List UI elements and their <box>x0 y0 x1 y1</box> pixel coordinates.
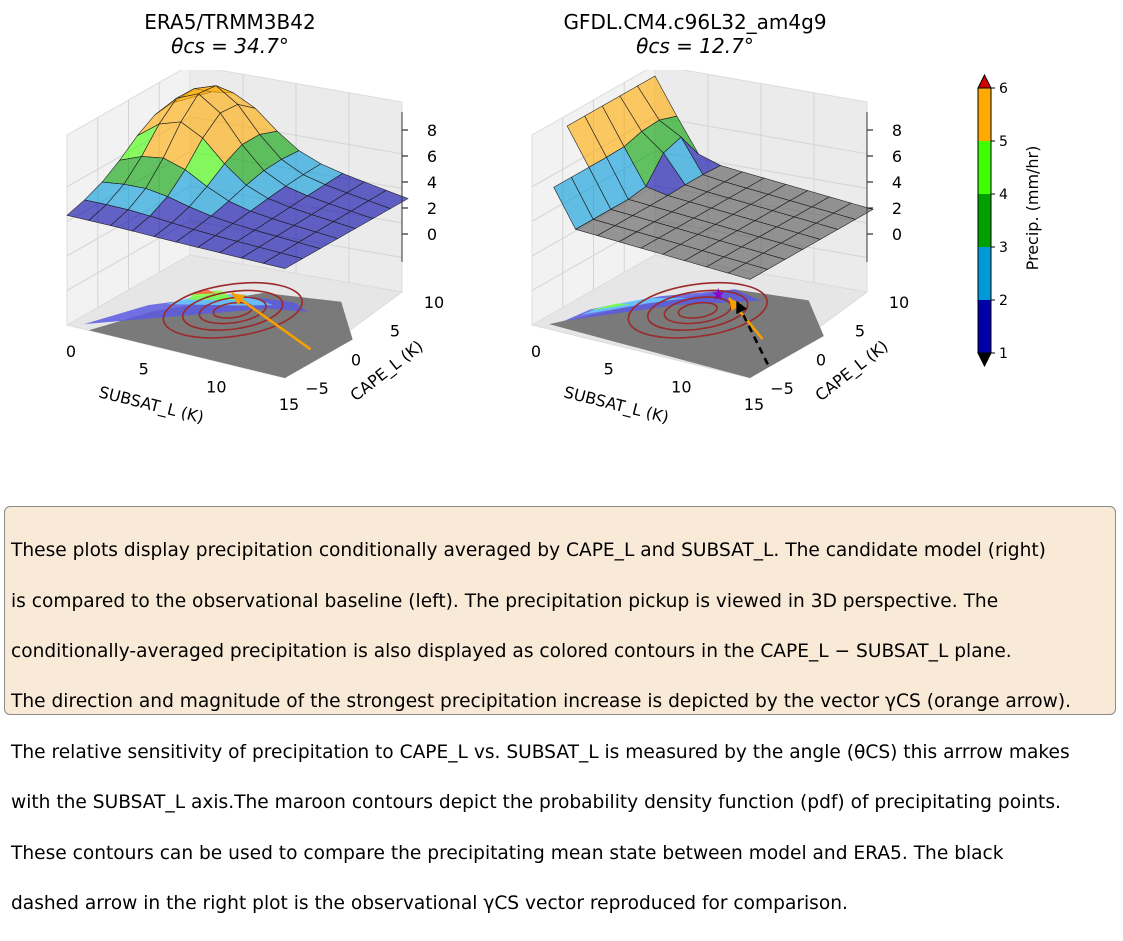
precip-colorbar: 1 2 3 4 5 6 Precip. (mm/hr) <box>977 73 1042 368</box>
y-tick-label: −5 <box>305 379 329 398</box>
surface-cell <box>727 262 769 280</box>
colorbar-segment <box>978 247 991 300</box>
y-tick-label: 5 <box>855 322 865 341</box>
z-tick-label: 6 <box>427 147 437 166</box>
caption-text: These plots display precipitation condit… <box>11 513 1115 941</box>
colorbar-segment <box>978 194 991 247</box>
z-tick-label: 8 <box>427 121 437 140</box>
x-tick-label: 10 <box>671 377 691 396</box>
colorbar-tick-label: 6 <box>999 81 1008 97</box>
z-tick-label: 0 <box>892 225 902 244</box>
x-tick-label: 15 <box>744 395 764 414</box>
colorbar-tick-label: 4 <box>999 187 1008 203</box>
right-theta-label: θcs = 12.7° <box>636 34 754 58</box>
x-tick-label: 5 <box>139 360 149 379</box>
colorbar-tick-label: 5 <box>999 134 1008 150</box>
z-tick-label: 4 <box>892 173 902 192</box>
x-tick-label: 15 <box>279 395 299 414</box>
right-panel-title: GFDL.CM4.c96L32_am4g9 θcs = 12.7° <box>545 10 845 58</box>
z-tick-label: 0 <box>427 225 437 244</box>
caption-line: The relative sensitivity of precipitatio… <box>11 741 1070 763</box>
pdf-contour <box>646 289 749 331</box>
y-tick-label: −5 <box>770 379 794 398</box>
caption-line: The direction and magnitude of the stron… <box>11 691 1072 713</box>
z-tick-label: 6 <box>892 147 902 166</box>
colorbar-tick-label: 2 <box>999 293 1008 309</box>
y-tick-label: 0 <box>816 350 826 369</box>
x-tick-label: 10 <box>206 377 226 396</box>
x-axis-label: SUBSAT_L (K) <box>562 382 671 427</box>
colorbar-over-triangle <box>977 73 992 89</box>
pdf-peak-star: ★ <box>711 284 725 303</box>
caption-box: These plots display precipitation condit… <box>4 506 1116 914</box>
gamma-cs-arrow <box>231 292 312 351</box>
x-tick-label: 0 <box>531 342 541 361</box>
colorbar-segment <box>978 300 991 353</box>
y-axis-label: CAPE_L (K) <box>347 336 428 405</box>
caption-line: These plots display precipitation condit… <box>11 540 1046 562</box>
pdf-contour <box>162 282 303 339</box>
observational-arrow-head <box>736 300 748 315</box>
pdf-contour <box>181 289 284 331</box>
z-tick-label: 4 <box>427 173 437 192</box>
caption-line: with the SUBSAT_L axis.The maroon contou… <box>11 792 1061 814</box>
colorbar-segment <box>978 141 991 194</box>
y-tick-label: 10 <box>889 293 909 312</box>
gamma-cs-arrow-head <box>728 297 742 312</box>
caption-line: dashed arrow in the right plot is the ob… <box>11 893 848 915</box>
pdf-contour <box>198 296 267 325</box>
colorbar-tick-label: 3 <box>999 240 1008 256</box>
z-tick-label: 8 <box>892 121 902 140</box>
floor-precip-contour <box>580 298 689 315</box>
left-panel-title: ERA5/TRMM3B42 θcs = 34.7° <box>80 10 380 58</box>
colorbar-label: Precip. (mm/hr) <box>1023 146 1042 271</box>
y-tick-label: 5 <box>390 322 400 341</box>
z-tick-label: 2 <box>427 199 437 218</box>
floor-precip-contour <box>588 303 631 311</box>
y-tick-label: 0 <box>351 350 361 369</box>
colorbar-under-triangle <box>977 352 992 368</box>
caption-line: conditionally-averaged precipitation is … <box>11 641 1012 663</box>
left-title-text: ERA5/TRMM3B42 <box>144 10 316 34</box>
gamma-cs-arrow-head <box>231 293 246 305</box>
surface-cell <box>262 252 304 269</box>
pdf-contour <box>677 301 718 319</box>
y-tick-label: 10 <box>424 293 444 312</box>
colorbar-frame <box>977 87 992 354</box>
x-tick-label: 0 <box>66 342 76 361</box>
colorbar-segment <box>978 88 991 141</box>
left-theta-label: θcs = 34.7° <box>171 34 289 58</box>
z-tick-label: 2 <box>892 199 902 218</box>
right-title-text: GFDL.CM4.c96L32_am4g9 <box>563 10 827 34</box>
caption-line: is compared to the observational baselin… <box>11 590 999 612</box>
caption-line: These contours can be used to compare th… <box>11 842 1004 864</box>
x-tick-label: 5 <box>604 360 614 379</box>
pdf-contour <box>627 282 768 339</box>
colorbar-tick-label: 1 <box>999 346 1008 362</box>
y-axis-label: CAPE_L (K) <box>812 336 893 405</box>
x-axis-label: SUBSAT_L (K) <box>97 382 206 427</box>
